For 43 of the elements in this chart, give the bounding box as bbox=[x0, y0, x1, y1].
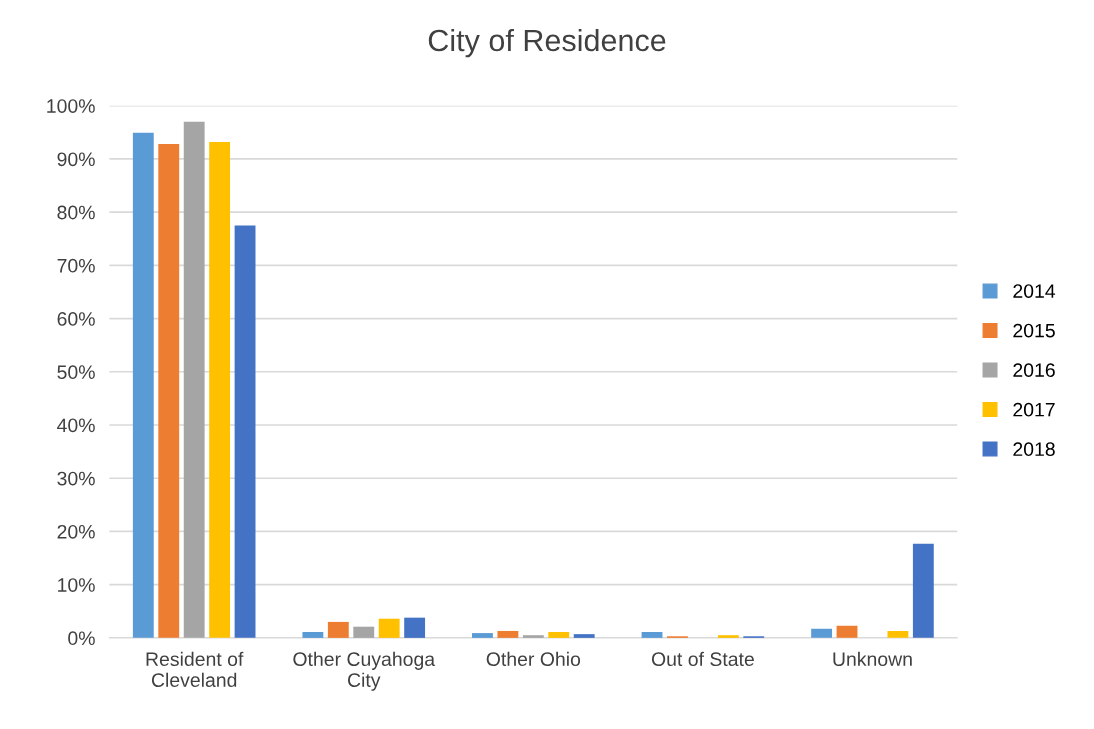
bar bbox=[302, 632, 324, 638]
x-tick-label: Out of State bbox=[651, 651, 754, 667]
bar bbox=[353, 626, 375, 638]
y-tick-label: 70% bbox=[57, 258, 95, 273]
bar bbox=[472, 633, 493, 638]
legend-label: 2015 bbox=[1013, 323, 1055, 338]
legend-label: 2018 bbox=[1013, 442, 1055, 457]
bar bbox=[573, 634, 595, 638]
bar bbox=[641, 632, 663, 638]
bar bbox=[522, 635, 544, 638]
bar bbox=[404, 617, 426, 638]
y-tick-label: 100% bbox=[47, 99, 95, 113]
bar bbox=[378, 618, 400, 638]
y-tick-label: 30% bbox=[57, 471, 95, 486]
bar bbox=[548, 632, 570, 638]
y-tick-label: 10% bbox=[58, 578, 95, 592]
y-tick-label: 60% bbox=[57, 312, 95, 326]
y-tick-label: 40% bbox=[57, 418, 95, 433]
bar bbox=[209, 141, 231, 638]
bar bbox=[234, 225, 256, 638]
bar bbox=[717, 635, 739, 638]
x-tick-label: Resident of Cleveland bbox=[146, 651, 244, 687]
bar bbox=[158, 144, 180, 638]
bar bbox=[811, 628, 833, 638]
x-tick-label: Unknown bbox=[833, 651, 912, 667]
chart-title: City of Residence bbox=[428, 28, 666, 58]
y-tick-label: 80% bbox=[57, 205, 95, 220]
legend-label: 2016 bbox=[1013, 363, 1055, 378]
bar bbox=[497, 630, 519, 638]
y-tick-label: 20% bbox=[57, 524, 95, 539]
bar bbox=[912, 543, 934, 638]
bar bbox=[836, 625, 858, 638]
bar bbox=[887, 630, 909, 638]
y-tick-label: 90% bbox=[57, 152, 95, 167]
x-tick-label: Other Ohio bbox=[486, 651, 581, 667]
bar bbox=[327, 621, 349, 638]
bar bbox=[132, 132, 154, 638]
y-tick-label: 50% bbox=[57, 365, 95, 380]
x-tick-label: Other Cuyahoga City bbox=[293, 651, 436, 691]
bar bbox=[183, 121, 205, 638]
legend-label: 2014 bbox=[1013, 284, 1056, 298]
legend-label: 2017 bbox=[1013, 402, 1055, 417]
y-tick-label: 0% bbox=[68, 631, 95, 646]
